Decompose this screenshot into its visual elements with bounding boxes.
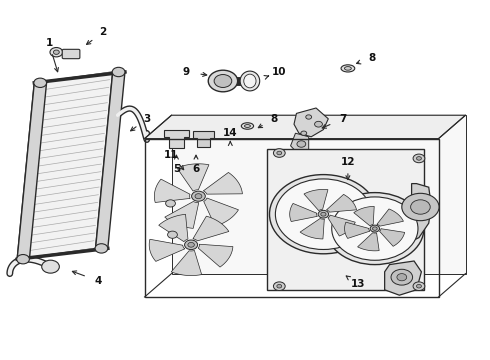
Polygon shape	[377, 209, 403, 226]
Circle shape	[277, 151, 282, 155]
Circle shape	[370, 225, 380, 232]
Text: 4: 4	[94, 276, 102, 286]
Circle shape	[275, 179, 371, 249]
Circle shape	[326, 193, 424, 265]
Ellipse shape	[245, 125, 250, 127]
Circle shape	[192, 191, 205, 201]
Polygon shape	[294, 108, 328, 137]
Text: 11: 11	[164, 150, 179, 160]
Polygon shape	[159, 214, 188, 242]
Circle shape	[50, 48, 63, 57]
Polygon shape	[17, 72, 113, 259]
Polygon shape	[96, 72, 125, 248]
Text: 10: 10	[272, 67, 287, 77]
Circle shape	[413, 154, 425, 163]
Polygon shape	[354, 206, 374, 226]
Polygon shape	[171, 251, 202, 275]
Polygon shape	[145, 115, 466, 139]
Polygon shape	[198, 244, 233, 267]
Circle shape	[53, 50, 59, 54]
Text: 5: 5	[173, 164, 180, 174]
Circle shape	[301, 131, 307, 135]
Polygon shape	[412, 184, 431, 241]
Text: 8: 8	[369, 53, 376, 63]
FancyBboxPatch shape	[62, 49, 80, 59]
Polygon shape	[380, 229, 405, 246]
Circle shape	[321, 212, 326, 216]
Ellipse shape	[241, 123, 254, 129]
Text: 12: 12	[341, 157, 355, 167]
Polygon shape	[154, 179, 190, 202]
Circle shape	[397, 274, 407, 281]
Circle shape	[195, 194, 202, 199]
Circle shape	[306, 115, 312, 119]
Polygon shape	[385, 261, 421, 295]
Circle shape	[413, 282, 425, 291]
Polygon shape	[164, 130, 189, 148]
Circle shape	[273, 282, 285, 291]
Polygon shape	[300, 219, 324, 239]
Ellipse shape	[344, 67, 351, 70]
Circle shape	[166, 200, 175, 207]
Polygon shape	[172, 115, 466, 274]
Polygon shape	[193, 216, 229, 241]
Circle shape	[34, 78, 47, 87]
Text: 3: 3	[144, 114, 150, 124]
Polygon shape	[304, 189, 328, 211]
Circle shape	[372, 227, 377, 230]
Circle shape	[168, 231, 177, 238]
Ellipse shape	[244, 74, 256, 88]
Ellipse shape	[240, 71, 260, 91]
Text: 8: 8	[271, 114, 278, 124]
Circle shape	[17, 255, 29, 264]
Circle shape	[416, 284, 421, 288]
Circle shape	[332, 197, 418, 260]
Ellipse shape	[341, 65, 355, 72]
Circle shape	[391, 269, 413, 285]
Circle shape	[318, 210, 329, 218]
Text: 2: 2	[99, 27, 106, 37]
Polygon shape	[149, 239, 185, 261]
Circle shape	[297, 141, 306, 147]
Circle shape	[411, 200, 430, 214]
Circle shape	[402, 193, 439, 221]
Text: 13: 13	[350, 279, 365, 289]
Circle shape	[185, 240, 197, 249]
Polygon shape	[358, 233, 379, 251]
Circle shape	[315, 121, 322, 127]
Circle shape	[270, 175, 377, 254]
Text: 9: 9	[183, 67, 190, 77]
Circle shape	[277, 284, 282, 288]
Circle shape	[188, 242, 195, 247]
Polygon shape	[344, 222, 370, 238]
Text: 1: 1	[46, 38, 52, 48]
Text: 7: 7	[339, 114, 347, 124]
Polygon shape	[204, 198, 239, 226]
Polygon shape	[291, 133, 309, 153]
Text: 6: 6	[193, 164, 199, 174]
Circle shape	[273, 149, 285, 157]
Polygon shape	[290, 203, 318, 221]
Polygon shape	[327, 194, 357, 212]
Polygon shape	[203, 172, 243, 194]
Circle shape	[208, 70, 238, 92]
Polygon shape	[17, 83, 47, 259]
Circle shape	[416, 157, 421, 160]
Polygon shape	[177, 164, 209, 191]
Circle shape	[112, 67, 125, 77]
Polygon shape	[165, 202, 199, 228]
Polygon shape	[328, 215, 355, 236]
Circle shape	[95, 244, 108, 253]
Polygon shape	[267, 149, 424, 290]
Circle shape	[42, 260, 59, 273]
Polygon shape	[193, 131, 214, 147]
Circle shape	[214, 75, 232, 87]
Text: 14: 14	[223, 128, 238, 138]
